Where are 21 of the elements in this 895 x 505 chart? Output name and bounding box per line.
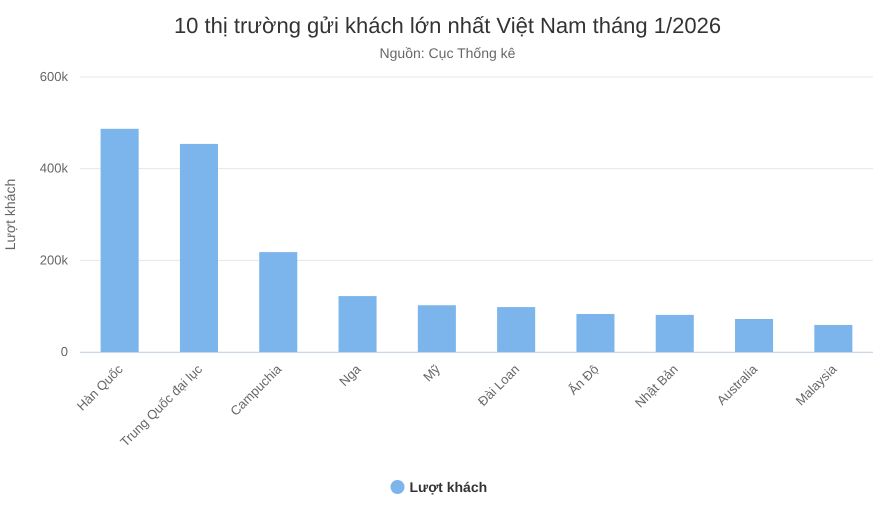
- bar: [418, 305, 456, 352]
- bar: [656, 314, 694, 352]
- bar: [735, 319, 774, 352]
- bar: [576, 314, 614, 352]
- chart-title: 10 thị trường gửi khách lớn nhất Việt Nam tháng 1/2026: [174, 13, 722, 38]
- legend-label: Lượt khách: [410, 479, 488, 495]
- bar: [180, 144, 218, 352]
- x-tick-label: Mỹ: [420, 361, 444, 384]
- bar: [338, 296, 377, 352]
- bar: [497, 307, 536, 352]
- y-tick-label: 200k: [40, 252, 68, 268]
- y-tick-label: 0: [60, 344, 68, 359]
- bar: [100, 128, 139, 352]
- chart-subtitle: Nguồn: Cục Thống kê: [380, 45, 516, 61]
- y-tick-label: 600k: [40, 69, 68, 84]
- y-tick-label: 400k: [40, 160, 68, 176]
- bar: [814, 324, 852, 352]
- y-axis-title: Lượt khách: [2, 178, 18, 250]
- x-tick-label: Ấn Độ: [565, 362, 602, 398]
- x-tick-label: Nga: [336, 360, 364, 389]
- bar: [259, 252, 298, 352]
